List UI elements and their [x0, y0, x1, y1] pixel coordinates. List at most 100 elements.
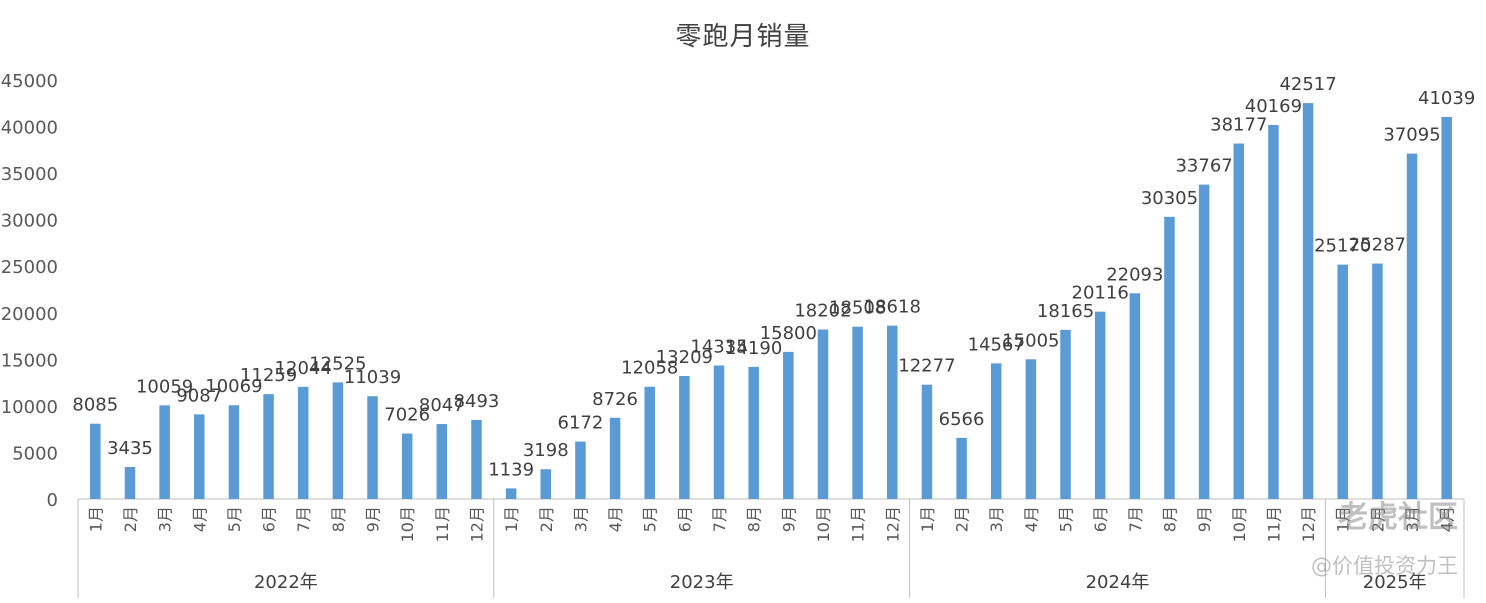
bar [887, 325, 898, 499]
bar-value-label: 9087 [176, 385, 222, 406]
bar-value-label: 12044 [275, 358, 332, 379]
x-category-label: 3月 [571, 506, 590, 532]
bar-value-label: 3435 [107, 438, 153, 459]
bar [1268, 124, 1279, 499]
bar-value-label: 14335 [690, 337, 747, 358]
bar-value-label: 18618 [864, 297, 921, 318]
y-tick-label: 35000 [1, 164, 58, 185]
x-category-label: 1月 [918, 506, 937, 532]
y-tick-label: 45000 [1, 71, 58, 92]
bar [748, 366, 759, 499]
x-category-label: 12月 [1299, 506, 1318, 542]
bar-value-label: 22093 [1106, 264, 1163, 285]
y-tick-label: 10000 [1, 397, 58, 418]
x-category-label: 8月 [329, 506, 348, 532]
y-tick-label: 40000 [1, 118, 58, 139]
bar-value-label: 11259 [240, 365, 297, 386]
bar [1129, 293, 1141, 499]
bar [817, 329, 829, 499]
x-category-label: 4月 [1438, 506, 1457, 532]
bar-value-label: 14567 [968, 334, 1025, 355]
x-category-label: 2月 [953, 506, 972, 532]
x-category-label: 4月 [1022, 506, 1041, 532]
x-category-label: 10月 [398, 506, 417, 542]
bar [297, 386, 309, 499]
bar-value-label: 3198 [523, 440, 569, 461]
bar [1441, 116, 1452, 499]
bar-value-label: 41039 [1418, 88, 1475, 109]
bar-value-label: 8085 [72, 395, 118, 416]
bar [90, 423, 101, 499]
bar [1302, 103, 1314, 499]
x-category-label: 3月 [1403, 506, 1422, 532]
bar-value-label: 15800 [760, 323, 817, 344]
watermark-sub: @价值投资力王 [1311, 554, 1458, 578]
bar [367, 396, 378, 499]
x-category-label: 1月 [1334, 506, 1353, 532]
bar-value-label: 11039 [344, 367, 401, 388]
x-category-label: 11月 [1264, 506, 1283, 542]
bar-value-label: 13209 [656, 347, 713, 368]
x-category-label: 12月 [883, 506, 902, 542]
bar [332, 382, 344, 499]
bar-value-label: 6172 [558, 413, 604, 434]
x-category-label: 6月 [675, 506, 694, 532]
bar [1025, 359, 1037, 499]
bar [1406, 153, 1418, 499]
bar-value-label: 1139 [488, 459, 534, 480]
x-category-label: 7月 [294, 506, 313, 532]
x-category-label: 10月 [814, 506, 833, 542]
x-category-label: 4月 [190, 506, 209, 532]
x-category-label: 3月 [156, 506, 175, 532]
bar-value-label: 14190 [725, 338, 782, 359]
bar-value-label: 37095 [1383, 125, 1440, 146]
bar-value-label: 8047 [419, 395, 465, 416]
bar [505, 488, 517, 499]
bar-value-label: 40169 [1245, 96, 1302, 117]
x-category-label: 2月 [1368, 506, 1387, 532]
x-category-label: 6月 [1091, 506, 1110, 532]
x-category-label: 5月 [1057, 506, 1076, 532]
x-category-label: 9月 [779, 506, 798, 532]
bar-value-label: 12277 [898, 356, 955, 377]
x-category-label: 1月 [502, 506, 521, 532]
y-tick-label: 5000 [12, 443, 58, 464]
bar [159, 405, 170, 499]
x-group-label: 2024年 [1086, 572, 1150, 593]
x-category-label: 2月 [537, 506, 556, 532]
bar [1094, 311, 1106, 499]
chart-title: 零跑月销量 [675, 22, 811, 52]
bar-value-label: 30305 [1141, 188, 1198, 209]
bar [471, 419, 482, 499]
x-category-label: 8月 [1160, 506, 1179, 532]
y-tick-label: 15000 [1, 350, 58, 371]
bar [263, 394, 274, 499]
x-category-label: 3月 [987, 506, 1006, 532]
bar-value-label: 10059 [136, 376, 193, 397]
x-group-label: 2022年 [254, 572, 318, 593]
y-tick-label: 30000 [1, 211, 58, 232]
bar-value-label: 20116 [1072, 283, 1129, 304]
watermark-main: 老虎社区 [1338, 500, 1458, 535]
bar-value-label: 18508 [829, 298, 886, 319]
bar [124, 467, 136, 499]
bar-value-label: 7026 [384, 405, 430, 426]
bar [1060, 329, 1071, 499]
y-tick-label: 25000 [1, 257, 58, 278]
x-category-label: 7月 [710, 506, 729, 532]
x-category-label: 5月 [641, 506, 660, 532]
bar [783, 351, 794, 499]
x-category-label: 10月 [1230, 506, 1249, 542]
bar [609, 417, 621, 499]
bar [1233, 143, 1245, 499]
x-category-label: 7月 [1126, 506, 1145, 532]
bar-value-label: 18202 [794, 301, 851, 322]
bar [401, 433, 413, 499]
bar [956, 437, 967, 499]
bar [1198, 184, 1210, 499]
bar-value-label: 10069 [205, 376, 262, 397]
y-tick-label: 0 [47, 490, 58, 511]
bar-value-label: 18165 [1037, 301, 1094, 322]
watermark: 老虎社区 @价值投资力王 [1311, 492, 1458, 580]
